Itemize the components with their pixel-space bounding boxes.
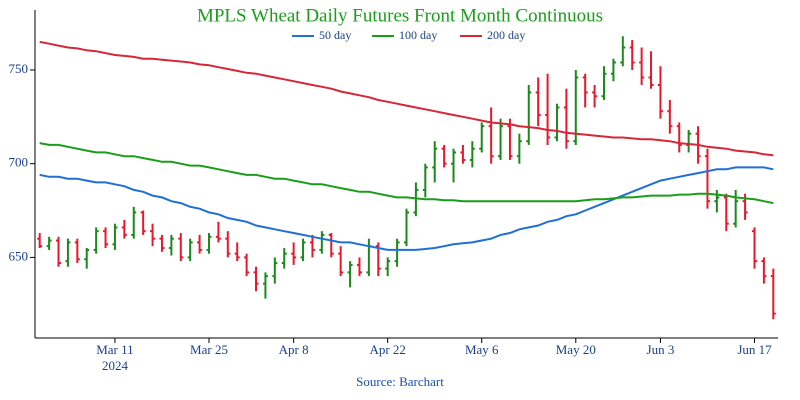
- x-tick-label: May 20: [556, 342, 596, 357]
- x-tick-label: May 6: [465, 342, 499, 357]
- x-tick-label: Apr 8: [279, 342, 309, 357]
- x-tick-year: 2024: [102, 358, 129, 373]
- x-tick-label: Jun 3: [647, 342, 675, 357]
- x-tick-label: Mar 25: [190, 342, 228, 357]
- legend-label: 50 day: [319, 28, 351, 42]
- chart-title: MPLS Wheat Daily Futures Front Month Con…: [197, 5, 603, 26]
- ma-line: [39, 166, 774, 251]
- legend-label: 100 day: [399, 28, 437, 42]
- source-note: Source: Barchart: [356, 374, 444, 389]
- legend-label: 200 day: [487, 28, 525, 42]
- ma-line: [39, 40, 774, 157]
- x-tick-label: Apr 22: [369, 342, 405, 357]
- y-tick-label: 750: [9, 61, 29, 76]
- x-tick-label: Mar 11: [96, 342, 133, 357]
- y-tick-label: 650: [9, 248, 29, 263]
- x-tick-label: Jun 17: [737, 342, 772, 357]
- y-tick-label: 700: [9, 155, 29, 170]
- ma-line: [39, 142, 774, 205]
